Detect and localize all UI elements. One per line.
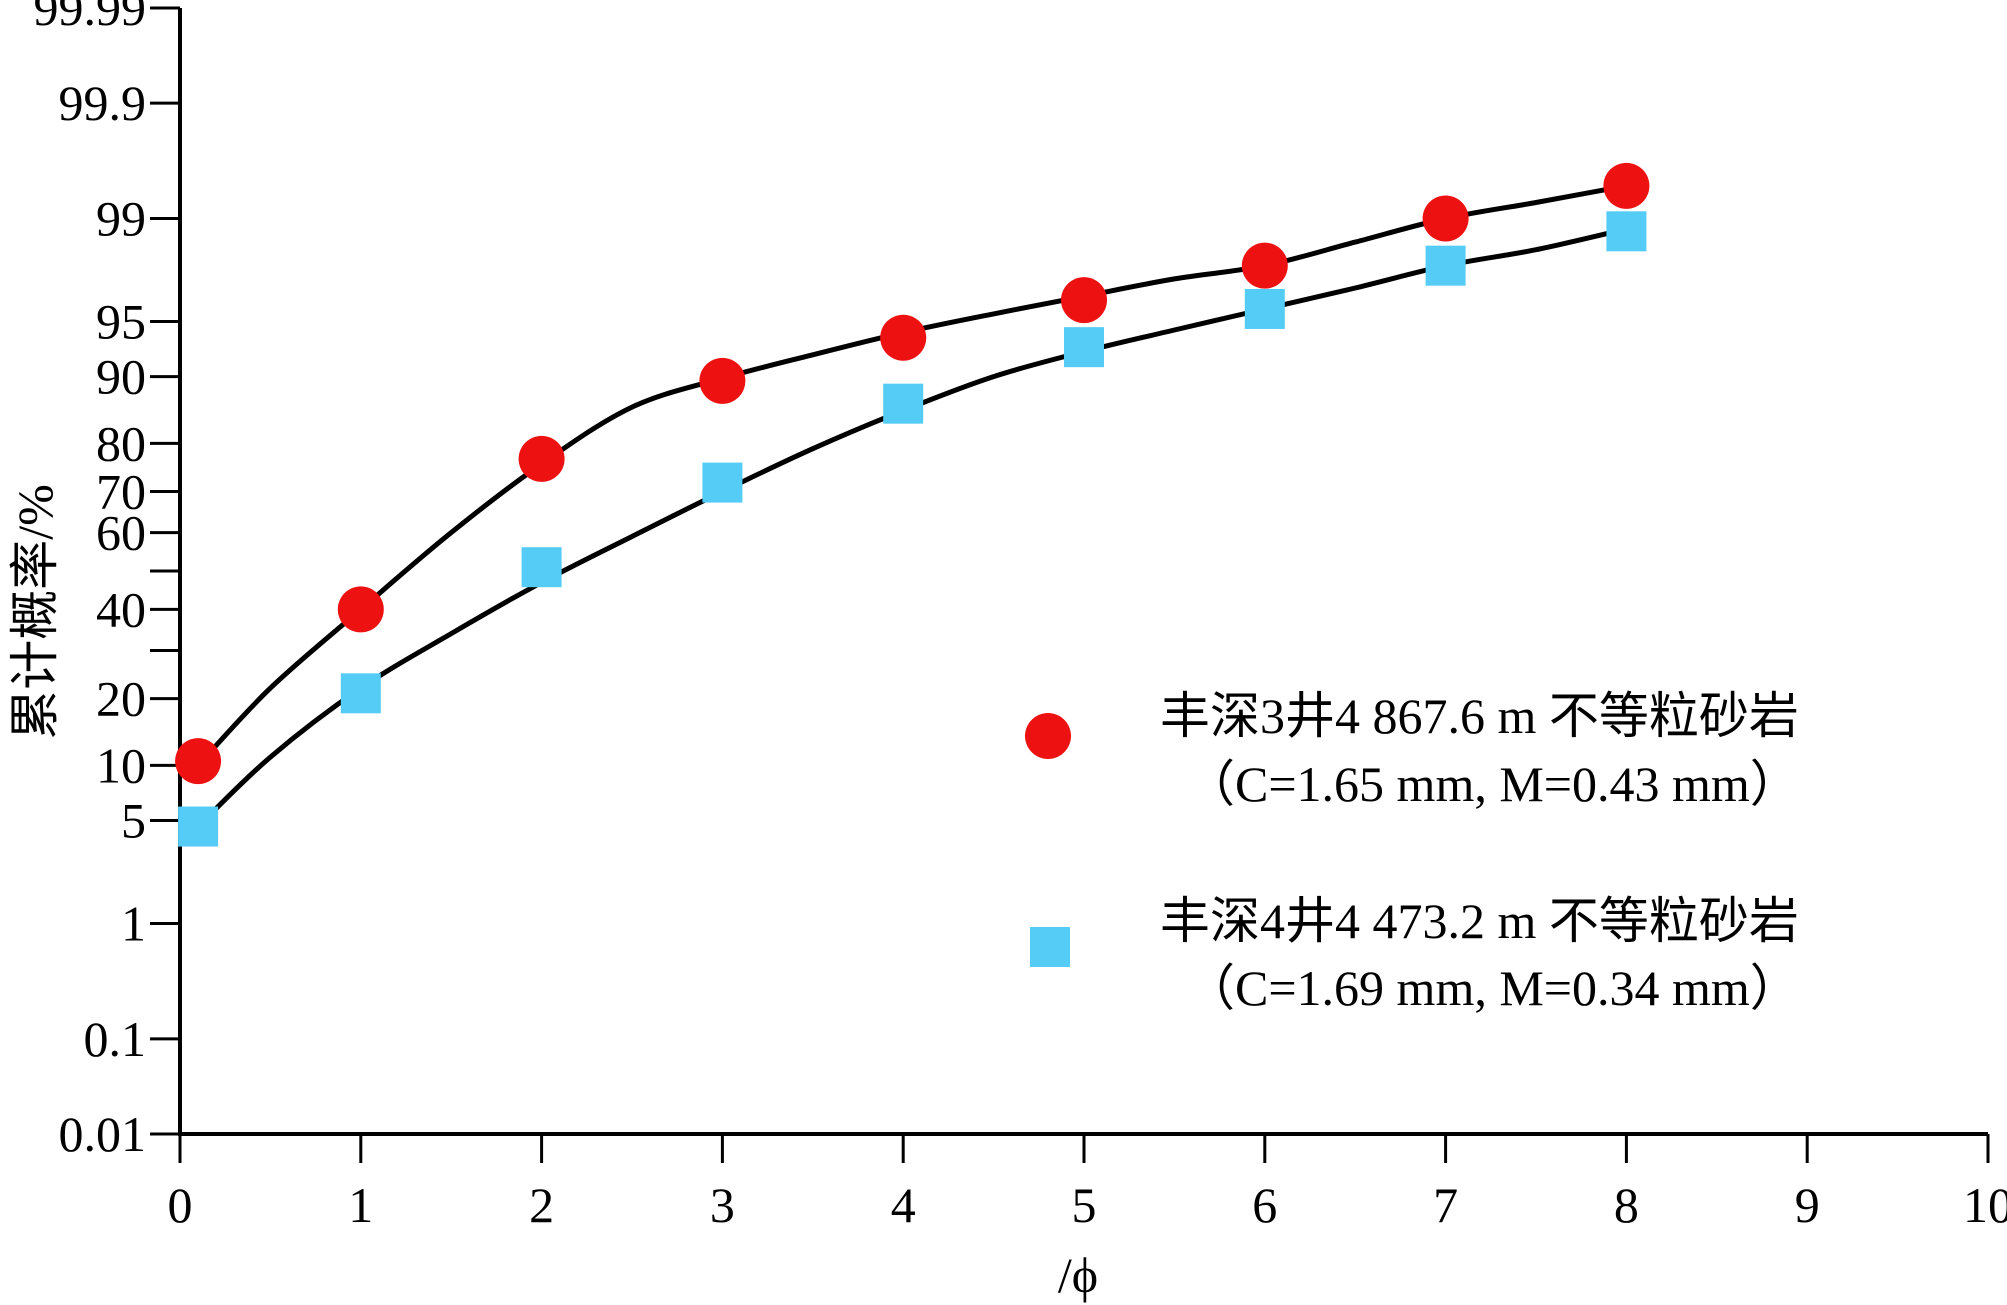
point-series-1 [1603, 162, 1650, 209]
x-tick-label: 8 [1614, 1177, 1639, 1233]
x-tick-label: 3 [710, 1177, 735, 1233]
legend-marker-square [1030, 927, 1070, 967]
y-tick-label: 5 [121, 792, 146, 848]
point-series-2 [1064, 327, 1104, 368]
legend-label-series-1: 丰深3井4 867.6 m 不等粒砂岩 [1160, 688, 1799, 744]
y-tick-label: 99.99 [34, 0, 147, 36]
y-tick-label: 99 [96, 190, 146, 246]
y-tick-label: 95 [96, 294, 146, 350]
point-series-1 [699, 357, 746, 404]
y-tick-label: 90 [96, 349, 146, 405]
point-series-1 [1422, 195, 1469, 242]
point-series-2 [702, 462, 743, 503]
point-series-2 [1606, 211, 1647, 252]
legend-marker-circle [1025, 713, 1071, 759]
point-series-1 [337, 586, 384, 633]
y-tick-label: 0.1 [84, 1011, 147, 1067]
x-ticks: 0 1 2 3 4 5 6 7 8 9 10 [168, 1134, 2007, 1233]
point-series-2 [883, 383, 924, 424]
y-tick-label: 60 [96, 505, 146, 561]
point-series-2 [521, 547, 562, 588]
y-tick-label: 20 [96, 671, 146, 727]
x-tick-label: 2 [529, 1177, 554, 1233]
point-series-1 [175, 738, 222, 785]
x-tick-label: 0 [168, 1177, 193, 1233]
point-series-2 [1244, 288, 1285, 329]
x-tick-label: 5 [1072, 1177, 1097, 1233]
x-tick-label: 4 [891, 1177, 916, 1233]
y-tick-label: 10 [96, 737, 146, 793]
y-tick-label: 70 [96, 463, 146, 519]
x-tick-label: 6 [1252, 1177, 1277, 1233]
y-tick-label: 1 [121, 896, 146, 952]
x-tick-label: 1 [348, 1177, 373, 1233]
fit-curve-series-2 [195, 226, 1629, 829]
point-series-1 [518, 435, 565, 482]
point-series-1 [1241, 242, 1288, 289]
y-tick-label: 99.9 [59, 75, 147, 131]
legend-label-series-2: 丰深4井4 473.2 m 不等粒砂岩 [1160, 893, 1799, 949]
point-series-2 [1425, 245, 1466, 286]
y-tick-label: 40 [96, 581, 146, 637]
point-series-1 [880, 314, 927, 361]
y-axis-label: 累计概率/% [7, 484, 63, 740]
x-tick-label: 7 [1433, 1177, 1458, 1233]
legend: 丰深3井4 867.6 m 不等粒砂岩 （C=1.65 mm, M=0.43 m… [1025, 688, 1800, 1016]
point-series-1 [1061, 277, 1107, 324]
x-tick-label: 9 [1795, 1177, 1820, 1233]
legend-detail-series-1: （C=1.65 mm, M=0.43 mm） [1185, 756, 1800, 812]
legend-detail-series-2: （C=1.69 mm, M=0.34 mm） [1185, 960, 1800, 1016]
x-tick-label: 10 [1963, 1177, 2007, 1233]
y-tick-label: 80 [96, 415, 146, 471]
y-tick-label: 0.01 [59, 1106, 147, 1162]
point-series-2 [340, 673, 381, 714]
point-series-2 [178, 806, 219, 847]
data-points [175, 162, 1650, 847]
x-axis-label: /ϕ [1058, 1247, 1098, 1303]
